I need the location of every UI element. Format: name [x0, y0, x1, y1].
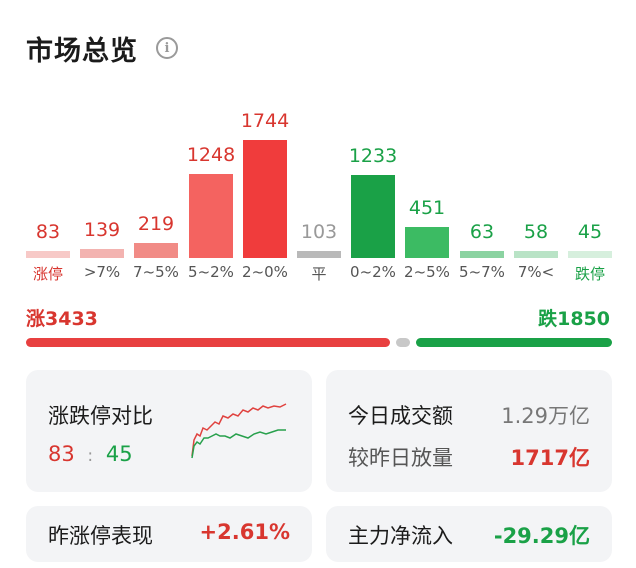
- bar-value: 83: [35, 221, 61, 243]
- bar-rect: [351, 175, 395, 258]
- bar-rect: [460, 251, 504, 258]
- bar-label: 涨停: [32, 265, 63, 283]
- limit-compare-card[interactable]: 涨跌停对比 83 : 45: [26, 370, 312, 492]
- bar-rect: [297, 251, 341, 258]
- bar-rect: [134, 243, 178, 258]
- turnover-value: 1.29万亿: [501, 404, 590, 428]
- bar-label: 跌停: [574, 265, 605, 283]
- ratio-up-segment: [26, 338, 390, 347]
- bar-value: 58: [523, 221, 549, 243]
- limit-down-count: 45: [105, 442, 133, 466]
- bar-label: 5~2%: [188, 263, 234, 281]
- up-count-label: 涨3433: [26, 308, 98, 330]
- bar-rect: [80, 249, 124, 258]
- main-flow-value: -29.29亿: [493, 524, 590, 548]
- ratio-down-segment: [416, 338, 612, 347]
- bar-value: 139: [83, 219, 121, 241]
- bar-value: 1744: [240, 110, 290, 132]
- bar-value: 451: [408, 197, 446, 219]
- volume-change-value: 1717亿: [510, 446, 590, 470]
- bar-rect: [514, 251, 558, 258]
- limit-up-trend-line: [191, 403, 287, 457]
- bar-value: 103: [300, 221, 338, 243]
- page-title: 市场总览: [26, 35, 138, 67]
- bar-rect: [405, 227, 449, 258]
- bar-label: 2~0%: [242, 263, 288, 281]
- updown-ratio-bar: [26, 338, 612, 347]
- ratio-flat-segment: [396, 338, 410, 347]
- volume-change-label: 较昨日放量: [348, 446, 453, 470]
- limit-compare-values: 83 : 45: [48, 442, 133, 466]
- bar-rect: [189, 174, 233, 258]
- main-flow-label: 主力净流入: [348, 524, 453, 548]
- header: 市场总览 i: [26, 26, 178, 70]
- bar-label: 0~2%: [350, 263, 396, 281]
- bar-value: 63: [469, 221, 495, 243]
- limit-sep: :: [87, 446, 94, 466]
- bar-label: 2~5%: [404, 263, 450, 281]
- turnover-label: 今日成交额: [348, 404, 453, 428]
- bar-value: 1233: [348, 145, 398, 167]
- bar-rect: [568, 251, 612, 258]
- main-flow-card[interactable]: 主力净流入 -29.29亿: [326, 506, 612, 562]
- turnover-card[interactable]: 今日成交额 1.29万亿 较昨日放量 1717亿: [326, 370, 612, 492]
- bar-rect: [243, 140, 287, 258]
- bar-label: 7~5%: [133, 263, 179, 281]
- bar-label: 平: [311, 265, 327, 283]
- bar-label: 5~7%: [459, 263, 505, 281]
- yesterday-limit-label: 昨涨停表现: [48, 524, 153, 548]
- limit-trend-sparkline: [191, 403, 287, 459]
- bar-value: 219: [137, 213, 175, 235]
- bar-label: >7%: [83, 263, 121, 281]
- bar-value: 45: [577, 221, 603, 243]
- yesterday-limit-card[interactable]: 昨涨停表现 +2.61%: [26, 506, 312, 562]
- bar-value: 1248: [186, 144, 236, 166]
- limit-compare-title: 涨跌停对比: [48, 404, 153, 428]
- bar-rect: [26, 251, 70, 258]
- bar-label: 7%<: [517, 263, 555, 281]
- down-count-label: 跌1850: [538, 308, 610, 330]
- info-icon[interactable]: i: [156, 37, 178, 59]
- limit-up-count: 83: [48, 442, 75, 466]
- yesterday-limit-value: +2.61%: [199, 520, 290, 544]
- limit-down-trend-line: [191, 429, 286, 459]
